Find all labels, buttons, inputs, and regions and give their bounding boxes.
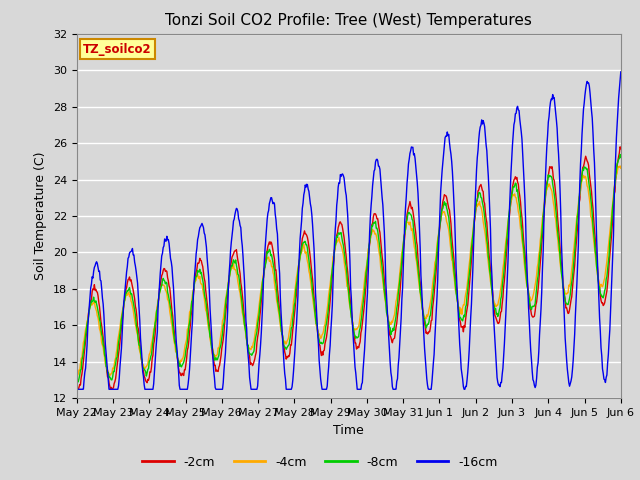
Title: Tonzi Soil CO2 Profile: Tree (West) Temperatures: Tonzi Soil CO2 Profile: Tree (West) Temp… [165, 13, 532, 28]
Legend: -2cm, -4cm, -8cm, -16cm: -2cm, -4cm, -8cm, -16cm [138, 451, 502, 474]
Y-axis label: Soil Temperature (C): Soil Temperature (C) [35, 152, 47, 280]
X-axis label: Time: Time [333, 424, 364, 437]
Text: TZ_soilco2: TZ_soilco2 [83, 43, 152, 56]
